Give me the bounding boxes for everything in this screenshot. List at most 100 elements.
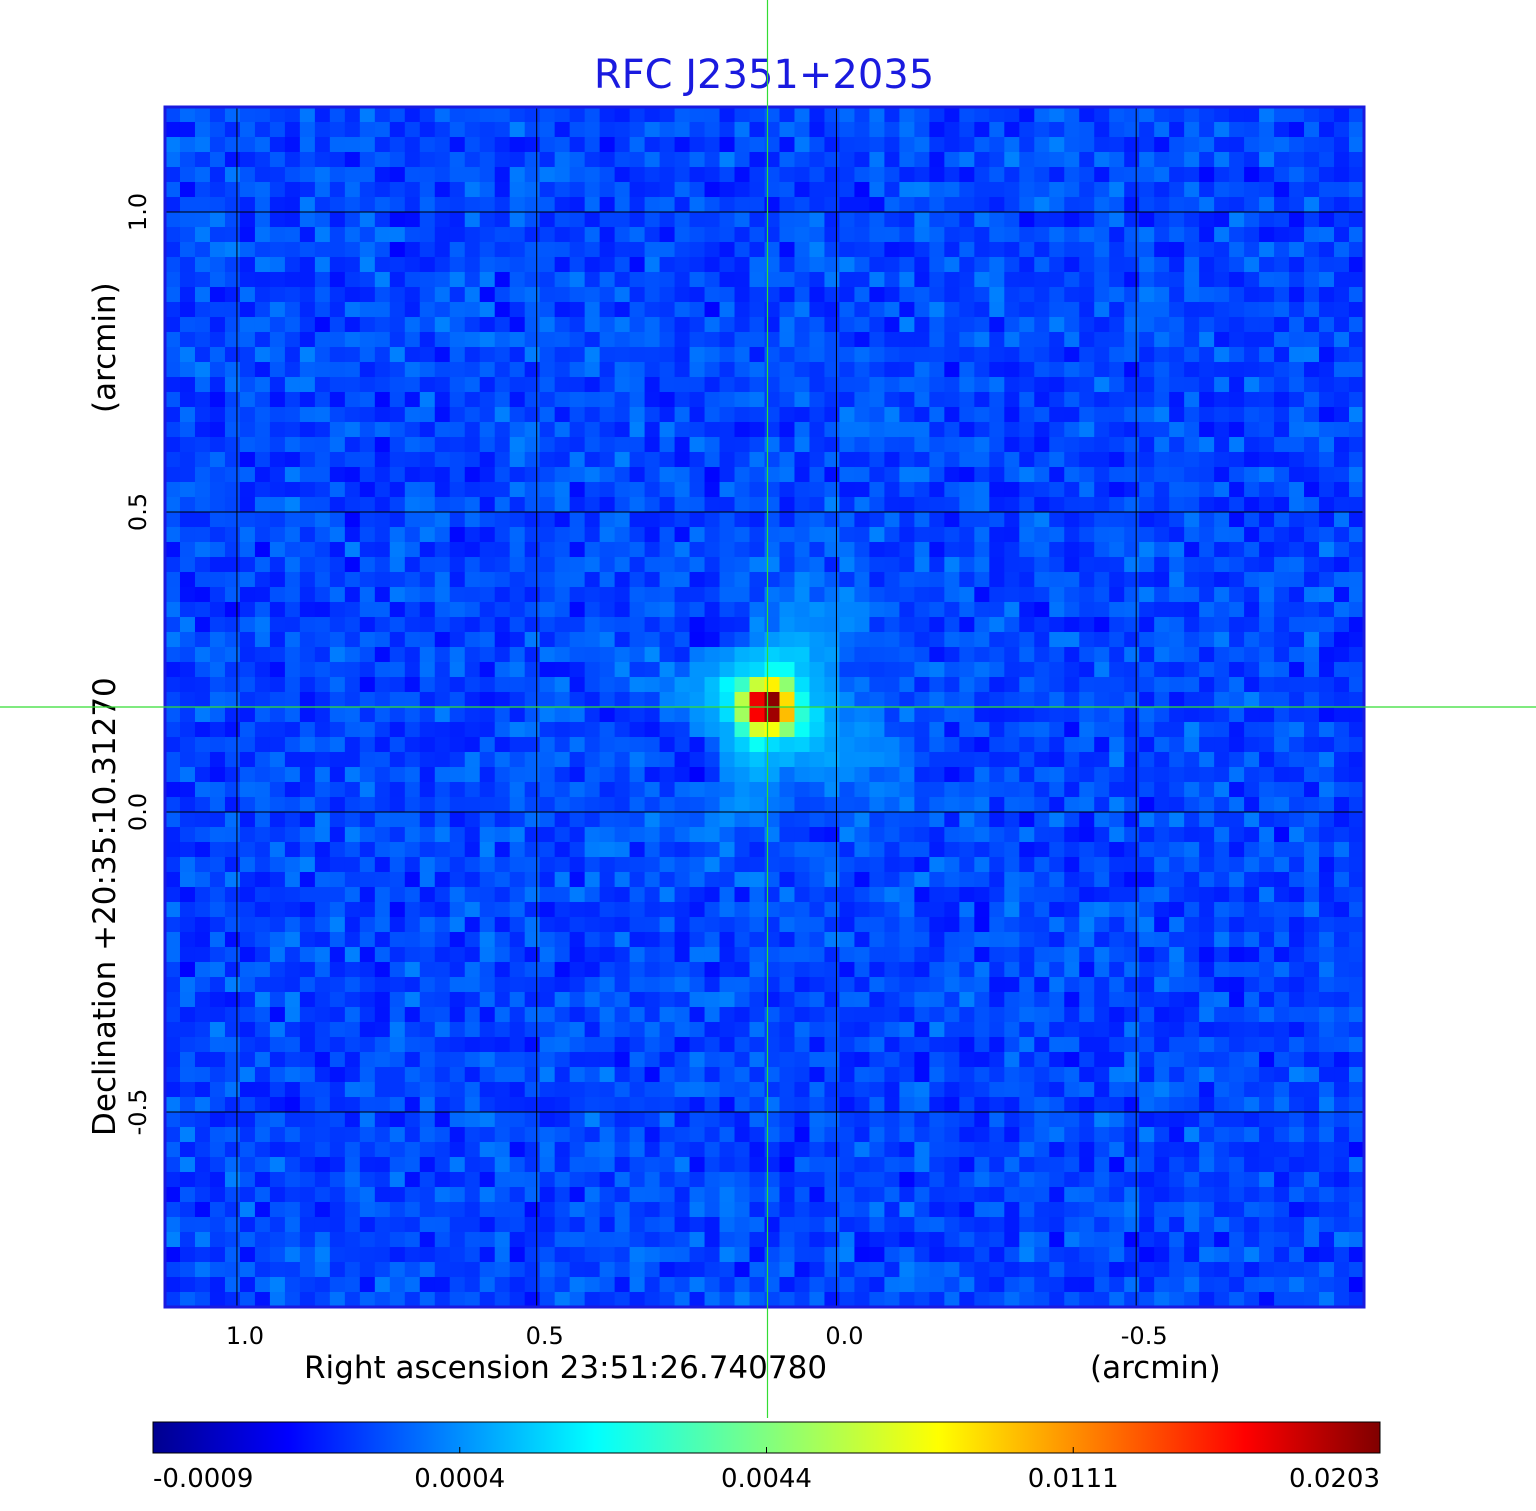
heatmap-cell	[599, 572, 616, 588]
heatmap-cell	[569, 452, 586, 468]
heatmap-cell	[839, 482, 856, 498]
heatmap-cell	[599, 1022, 616, 1038]
heatmap-cell	[839, 872, 856, 888]
heatmap-cell	[989, 362, 1005, 378]
heatmap-cell	[1079, 707, 1095, 723]
heatmap-cell	[1304, 497, 1320, 513]
heatmap-cell	[1139, 302, 1155, 318]
heatmap-cell	[584, 557, 601, 573]
heatmap-cell	[854, 242, 871, 258]
heatmap-cell	[734, 317, 751, 333]
heatmap-cell	[929, 557, 945, 573]
heatmap-cell	[494, 572, 511, 588]
heatmap-cell	[959, 392, 975, 408]
heatmap-cell	[1334, 317, 1350, 333]
heatmap-cell	[344, 572, 361, 588]
heatmap-cell	[899, 362, 915, 378]
heatmap-cell	[1004, 122, 1020, 138]
heatmap-cell	[764, 1007, 781, 1023]
heatmap-cell	[404, 167, 421, 183]
heatmap-cell	[704, 812, 721, 828]
heatmap-cell	[974, 137, 990, 153]
heatmap-cell	[209, 107, 226, 123]
heatmap-cell	[884, 167, 900, 183]
heatmap-cell	[1244, 722, 1260, 738]
heatmap-cell	[719, 467, 736, 483]
heatmap-cell	[165, 932, 181, 948]
heatmap-cell	[779, 872, 796, 888]
heatmap-cell	[329, 707, 346, 723]
heatmap-cell	[779, 212, 796, 228]
heatmap-cell	[329, 557, 346, 573]
heatmap-cell	[764, 692, 781, 708]
heatmap-cell	[1319, 152, 1335, 168]
heatmap-cell	[194, 392, 211, 408]
heatmap-cell	[269, 1007, 286, 1023]
heatmap-cell	[464, 317, 481, 333]
heatmap-cell	[569, 617, 586, 633]
heatmap-cell	[749, 257, 766, 273]
heatmap-cell	[389, 887, 406, 903]
heatmap-cell	[824, 632, 841, 648]
heatmap-cell	[1079, 152, 1095, 168]
heatmap-cell	[1154, 347, 1170, 363]
heatmap-cell	[1109, 182, 1125, 198]
heatmap-cell	[1289, 662, 1305, 678]
heatmap-cell	[674, 377, 691, 393]
heatmap-cell	[944, 857, 960, 873]
heatmap-cell	[209, 992, 226, 1008]
heatmap-cell	[704, 182, 721, 198]
heatmap-cell	[299, 362, 316, 378]
heatmap-cell	[914, 557, 930, 573]
heatmap-cell	[899, 407, 915, 423]
heatmap-cell	[644, 902, 661, 918]
heatmap-cell	[299, 452, 316, 468]
heatmap-cell	[1289, 212, 1305, 228]
heatmap-cell	[224, 782, 241, 798]
heatmap-cell	[914, 212, 930, 228]
heatmap-cell	[1244, 467, 1260, 483]
heatmap-cell	[1139, 422, 1155, 438]
heatmap-cell	[1049, 362, 1065, 378]
heatmap-cell	[749, 692, 766, 708]
heatmap-cell	[1049, 797, 1065, 813]
heatmap-cell	[974, 947, 990, 963]
heatmap-cell	[434, 932, 451, 948]
heatmap-cell	[869, 842, 885, 858]
heatmap-cell	[839, 932, 856, 948]
heatmap-cell	[689, 182, 706, 198]
heatmap-cell	[794, 992, 811, 1008]
heatmap-cell	[569, 632, 586, 648]
heatmap-cell	[584, 242, 601, 258]
heatmap-cell	[179, 542, 196, 558]
heatmap-cell	[1259, 377, 1275, 393]
heatmap-cell	[614, 272, 631, 288]
heatmap-cell	[284, 347, 301, 363]
heatmap-cell	[1094, 152, 1110, 168]
heatmap-cell	[644, 797, 661, 813]
heatmap-cell	[749, 857, 766, 873]
heatmap-cell	[494, 797, 511, 813]
heatmap-cell	[1304, 752, 1320, 768]
heatmap-cell	[1169, 122, 1185, 138]
heatmap-cell	[839, 812, 856, 828]
heatmap-cell	[959, 572, 975, 588]
heatmap-cell	[1199, 797, 1215, 813]
heatmap-cell	[569, 212, 586, 228]
heatmap-cell	[284, 542, 301, 558]
heatmap-cell	[524, 902, 541, 918]
heatmap-cell	[749, 167, 766, 183]
heatmap-cell	[569, 122, 586, 138]
heatmap-cell	[524, 437, 541, 453]
heatmap-cell	[689, 527, 706, 543]
heatmap-cell	[884, 347, 900, 363]
heatmap-cell	[899, 767, 915, 783]
heatmap-cell	[809, 1007, 826, 1023]
heatmap-cell	[1334, 722, 1350, 738]
heatmap-cell	[509, 557, 526, 573]
heatmap-cell	[524, 827, 541, 843]
heatmap-cell	[899, 857, 915, 873]
heatmap-cell	[1049, 152, 1065, 168]
heatmap-cell	[839, 212, 856, 228]
heatmap-cell	[1274, 197, 1290, 213]
